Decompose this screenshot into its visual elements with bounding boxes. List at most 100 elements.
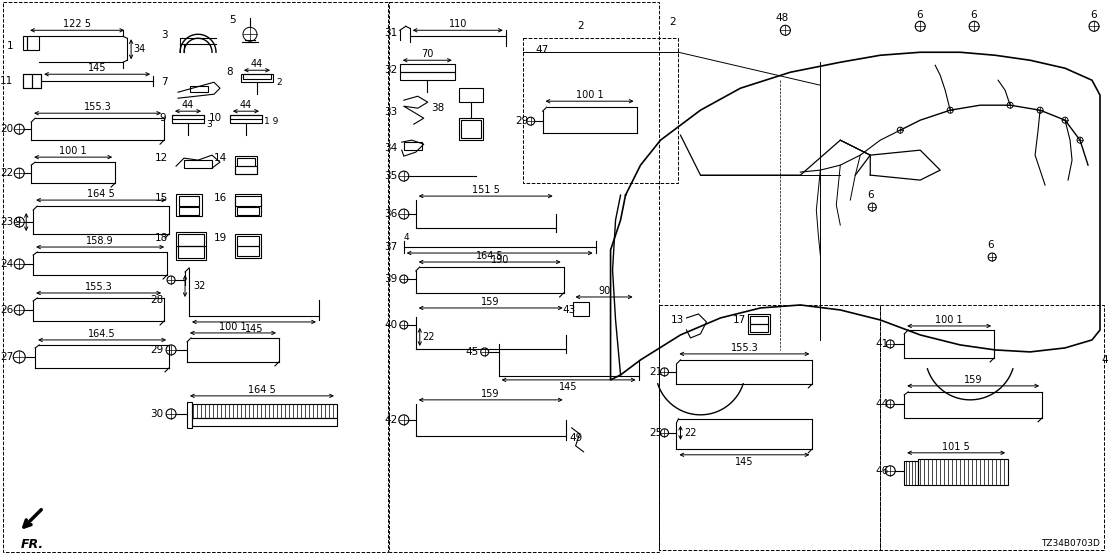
Bar: [179, 196, 199, 206]
Text: 11: 11: [0, 76, 13, 86]
Bar: [184, 160, 212, 168]
Text: 13: 13: [670, 315, 684, 325]
Bar: [178, 234, 204, 246]
Bar: [459, 88, 483, 102]
Bar: [240, 74, 273, 82]
Text: 8: 8: [226, 67, 233, 77]
Text: 164.5: 164.5: [475, 251, 503, 261]
Text: 9: 9: [160, 113, 166, 123]
Bar: [880, 305, 1104, 550]
Text: 36: 36: [384, 209, 398, 219]
Text: 164.5: 164.5: [89, 329, 116, 339]
Text: 9: 9: [14, 217, 20, 227]
Text: 45: 45: [465, 347, 479, 357]
Text: 22: 22: [0, 168, 13, 178]
Text: 90: 90: [598, 286, 611, 296]
Text: 6: 6: [971, 11, 977, 20]
Bar: [172, 115, 204, 123]
Text: 23: 23: [0, 217, 13, 227]
Text: 122 5: 122 5: [63, 19, 91, 29]
Text: 155.3: 155.3: [730, 343, 758, 353]
Text: 39: 39: [384, 274, 398, 284]
Bar: [23, 74, 32, 88]
Text: 18: 18: [155, 233, 168, 243]
Text: 29: 29: [515, 116, 529, 126]
Text: 110: 110: [449, 19, 466, 29]
Text: 25: 25: [649, 428, 663, 438]
Text: 100 1: 100 1: [219, 322, 247, 332]
Text: 44: 44: [182, 100, 194, 110]
Text: 7: 7: [162, 77, 168, 87]
Text: 159: 159: [482, 297, 500, 307]
Bar: [235, 156, 257, 174]
Text: 17: 17: [732, 315, 746, 325]
Bar: [230, 115, 261, 119]
Text: 34: 34: [133, 44, 145, 54]
Text: 151 5: 151 5: [472, 185, 500, 195]
Text: TZ34B0703D: TZ34B0703D: [1042, 538, 1100, 548]
Text: 2: 2: [669, 17, 676, 27]
Text: FR.: FR.: [21, 538, 44, 551]
Text: 145: 145: [560, 382, 578, 392]
Bar: [904, 461, 919, 485]
Bar: [237, 246, 259, 256]
Bar: [459, 118, 483, 140]
Text: 3: 3: [162, 30, 168, 40]
Bar: [400, 64, 454, 72]
Text: 44: 44: [875, 399, 889, 409]
Bar: [243, 74, 271, 79]
Text: 48: 48: [776, 13, 789, 23]
Text: 159: 159: [964, 375, 983, 385]
Text: 10: 10: [209, 113, 222, 123]
Text: 70: 70: [421, 49, 433, 59]
Text: 32: 32: [193, 281, 205, 291]
Text: 3: 3: [206, 120, 212, 129]
Text: 24: 24: [0, 259, 13, 269]
Bar: [237, 158, 255, 166]
Bar: [658, 305, 880, 550]
Bar: [191, 86, 208, 92]
Text: 6: 6: [866, 190, 873, 200]
Text: 37: 37: [384, 242, 398, 252]
Bar: [237, 236, 259, 246]
Bar: [461, 120, 481, 138]
Text: 101 5: 101 5: [942, 442, 970, 452]
Text: 47: 47: [535, 45, 548, 55]
Text: 15: 15: [155, 193, 168, 203]
Text: 20: 20: [0, 124, 13, 134]
Bar: [230, 115, 261, 123]
Text: 145: 145: [88, 63, 106, 73]
Text: 2: 2: [276, 78, 281, 87]
Bar: [178, 246, 204, 258]
Bar: [523, 38, 678, 183]
Text: 35: 35: [384, 171, 398, 181]
Bar: [179, 207, 199, 215]
Text: 155.3: 155.3: [84, 102, 112, 112]
Text: 44: 44: [250, 59, 263, 69]
Bar: [573, 302, 588, 316]
Text: 190: 190: [491, 255, 509, 265]
Text: 30: 30: [150, 409, 163, 419]
Text: 41: 41: [875, 339, 889, 349]
Text: 34: 34: [384, 143, 398, 153]
Bar: [23, 36, 28, 50]
Text: 158.9: 158.9: [86, 236, 114, 246]
Text: 164 5: 164 5: [248, 385, 276, 395]
Text: 2: 2: [577, 21, 584, 31]
Bar: [172, 115, 204, 119]
Bar: [235, 234, 261, 258]
Text: 22: 22: [685, 428, 697, 438]
Bar: [235, 194, 261, 216]
Bar: [176, 232, 206, 260]
Text: 6: 6: [916, 11, 923, 20]
Text: 100 1: 100 1: [935, 315, 963, 325]
Bar: [750, 324, 768, 332]
Text: 42: 42: [384, 415, 398, 425]
Bar: [3, 2, 388, 552]
Text: 26: 26: [0, 305, 13, 315]
Bar: [237, 207, 259, 215]
Text: 28: 28: [150, 295, 163, 305]
Text: 27: 27: [0, 352, 13, 362]
Text: 46: 46: [875, 466, 889, 476]
Text: 44: 44: [239, 100, 253, 110]
